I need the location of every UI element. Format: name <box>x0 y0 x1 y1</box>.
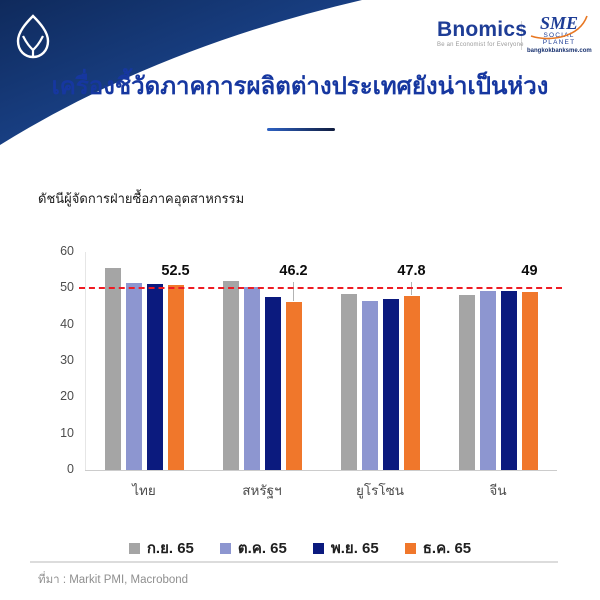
legend-swatch <box>312 542 324 554</box>
logo-divider <box>521 21 522 50</box>
source-text: ที่มา : Markit PMI, Macrobond <box>38 574 189 586</box>
reference-line-50 <box>79 287 562 290</box>
plot-area: 52.5 ไทย 46.2 สหรัฐฯ 47.8 ยูโรโซน 49 จีน <box>85 252 557 498</box>
sme-site-text: bangkokbanksme.com <box>527 48 592 54</box>
bar <box>125 282 142 470</box>
y-axis-line <box>85 252 86 470</box>
sme-wordmark: SME <box>539 13 579 33</box>
bar-group: 46.2 สหรัฐฯ <box>222 252 308 498</box>
x-axis-line <box>85 470 557 471</box>
bar <box>104 267 121 470</box>
bar <box>243 286 260 470</box>
data-label: 47.8 <box>397 263 426 279</box>
legend-item: ธ.ค. 65 <box>404 536 472 560</box>
legend-item: พ.ย. 65 <box>312 536 379 560</box>
bar <box>382 298 399 470</box>
bar <box>285 302 302 470</box>
category-label: จีน <box>489 483 507 498</box>
bar <box>146 284 163 470</box>
sme-subtitle: SOCIAL PLANET <box>542 32 576 46</box>
chart-title: ดัชนีผู้จัดการฝ่ายซื้อภาคอุตสาหกรรม <box>38 191 245 206</box>
category-label: ยูโรโซน <box>355 483 405 498</box>
bar <box>521 292 538 470</box>
legend-swatch <box>404 542 416 554</box>
legend-label: พ.ย. 65 <box>330 540 379 557</box>
sme-social-planet-logo: SME SOCIAL PLANET bangkokbanksme.com <box>527 13 592 54</box>
title-underline <box>267 128 335 131</box>
bar <box>167 285 184 470</box>
y-axis-tick: 20 <box>60 389 74 404</box>
bar <box>222 281 239 470</box>
legend-swatch <box>219 542 231 554</box>
y-axis-tick: 50 <box>60 280 74 295</box>
bar <box>264 296 281 470</box>
bnomics-wordmark: Bnomics <box>437 18 528 41</box>
legend-label: ต.ค. 65 <box>237 540 287 557</box>
y-axis-tick: 30 <box>60 353 74 367</box>
bnomics-logo: Bnomics Be an Economist for Everyone <box>437 19 527 48</box>
legend-label: ธ.ค. 65 <box>422 540 472 557</box>
bangkok-bank-lotus-icon <box>16 14 50 59</box>
bar <box>403 296 420 470</box>
bar <box>340 294 357 470</box>
data-label: 49 <box>521 263 538 279</box>
category-label: ไทย <box>132 483 156 498</box>
y-axis-tick: 10 <box>60 425 74 440</box>
category-label: สหรัฐฯ <box>242 483 282 498</box>
label-leader-line <box>292 282 294 302</box>
footer-divider <box>30 561 558 563</box>
y-axis-tick: 0 <box>67 462 74 476</box>
bar <box>479 291 496 470</box>
bar-group: 47.8 ยูโรโซน <box>340 252 426 498</box>
header-corner-shape <box>0 0 362 145</box>
legend-label: ก.ย. 65 <box>146 540 194 557</box>
bar-group: 52.5 ไทย <box>104 252 190 498</box>
data-label: 52.5 <box>161 263 190 279</box>
chart-legend: ก.ย. 65 ต.ค. 65 พ.ย. 65 ธ.ค. 65 <box>0 536 600 560</box>
bar <box>458 295 475 470</box>
bar-group: 49 จีน <box>458 252 538 498</box>
legend-item: ก.ย. 65 <box>128 536 194 560</box>
bar <box>500 290 517 470</box>
bar <box>361 301 378 470</box>
bnomics-tagline: Be an Economist for Everyone <box>437 42 524 48</box>
page-title: เครื่องชี้วัดภาคการผลิตต่างประเทศยังน่าเ… <box>51 73 549 100</box>
legend-swatch <box>128 542 140 554</box>
data-label: 46.2 <box>279 263 308 279</box>
legend-item: ต.ค. 65 <box>219 536 287 560</box>
y-axis-tick: 40 <box>60 316 74 331</box>
y-axis-tick: 60 <box>60 244 74 258</box>
